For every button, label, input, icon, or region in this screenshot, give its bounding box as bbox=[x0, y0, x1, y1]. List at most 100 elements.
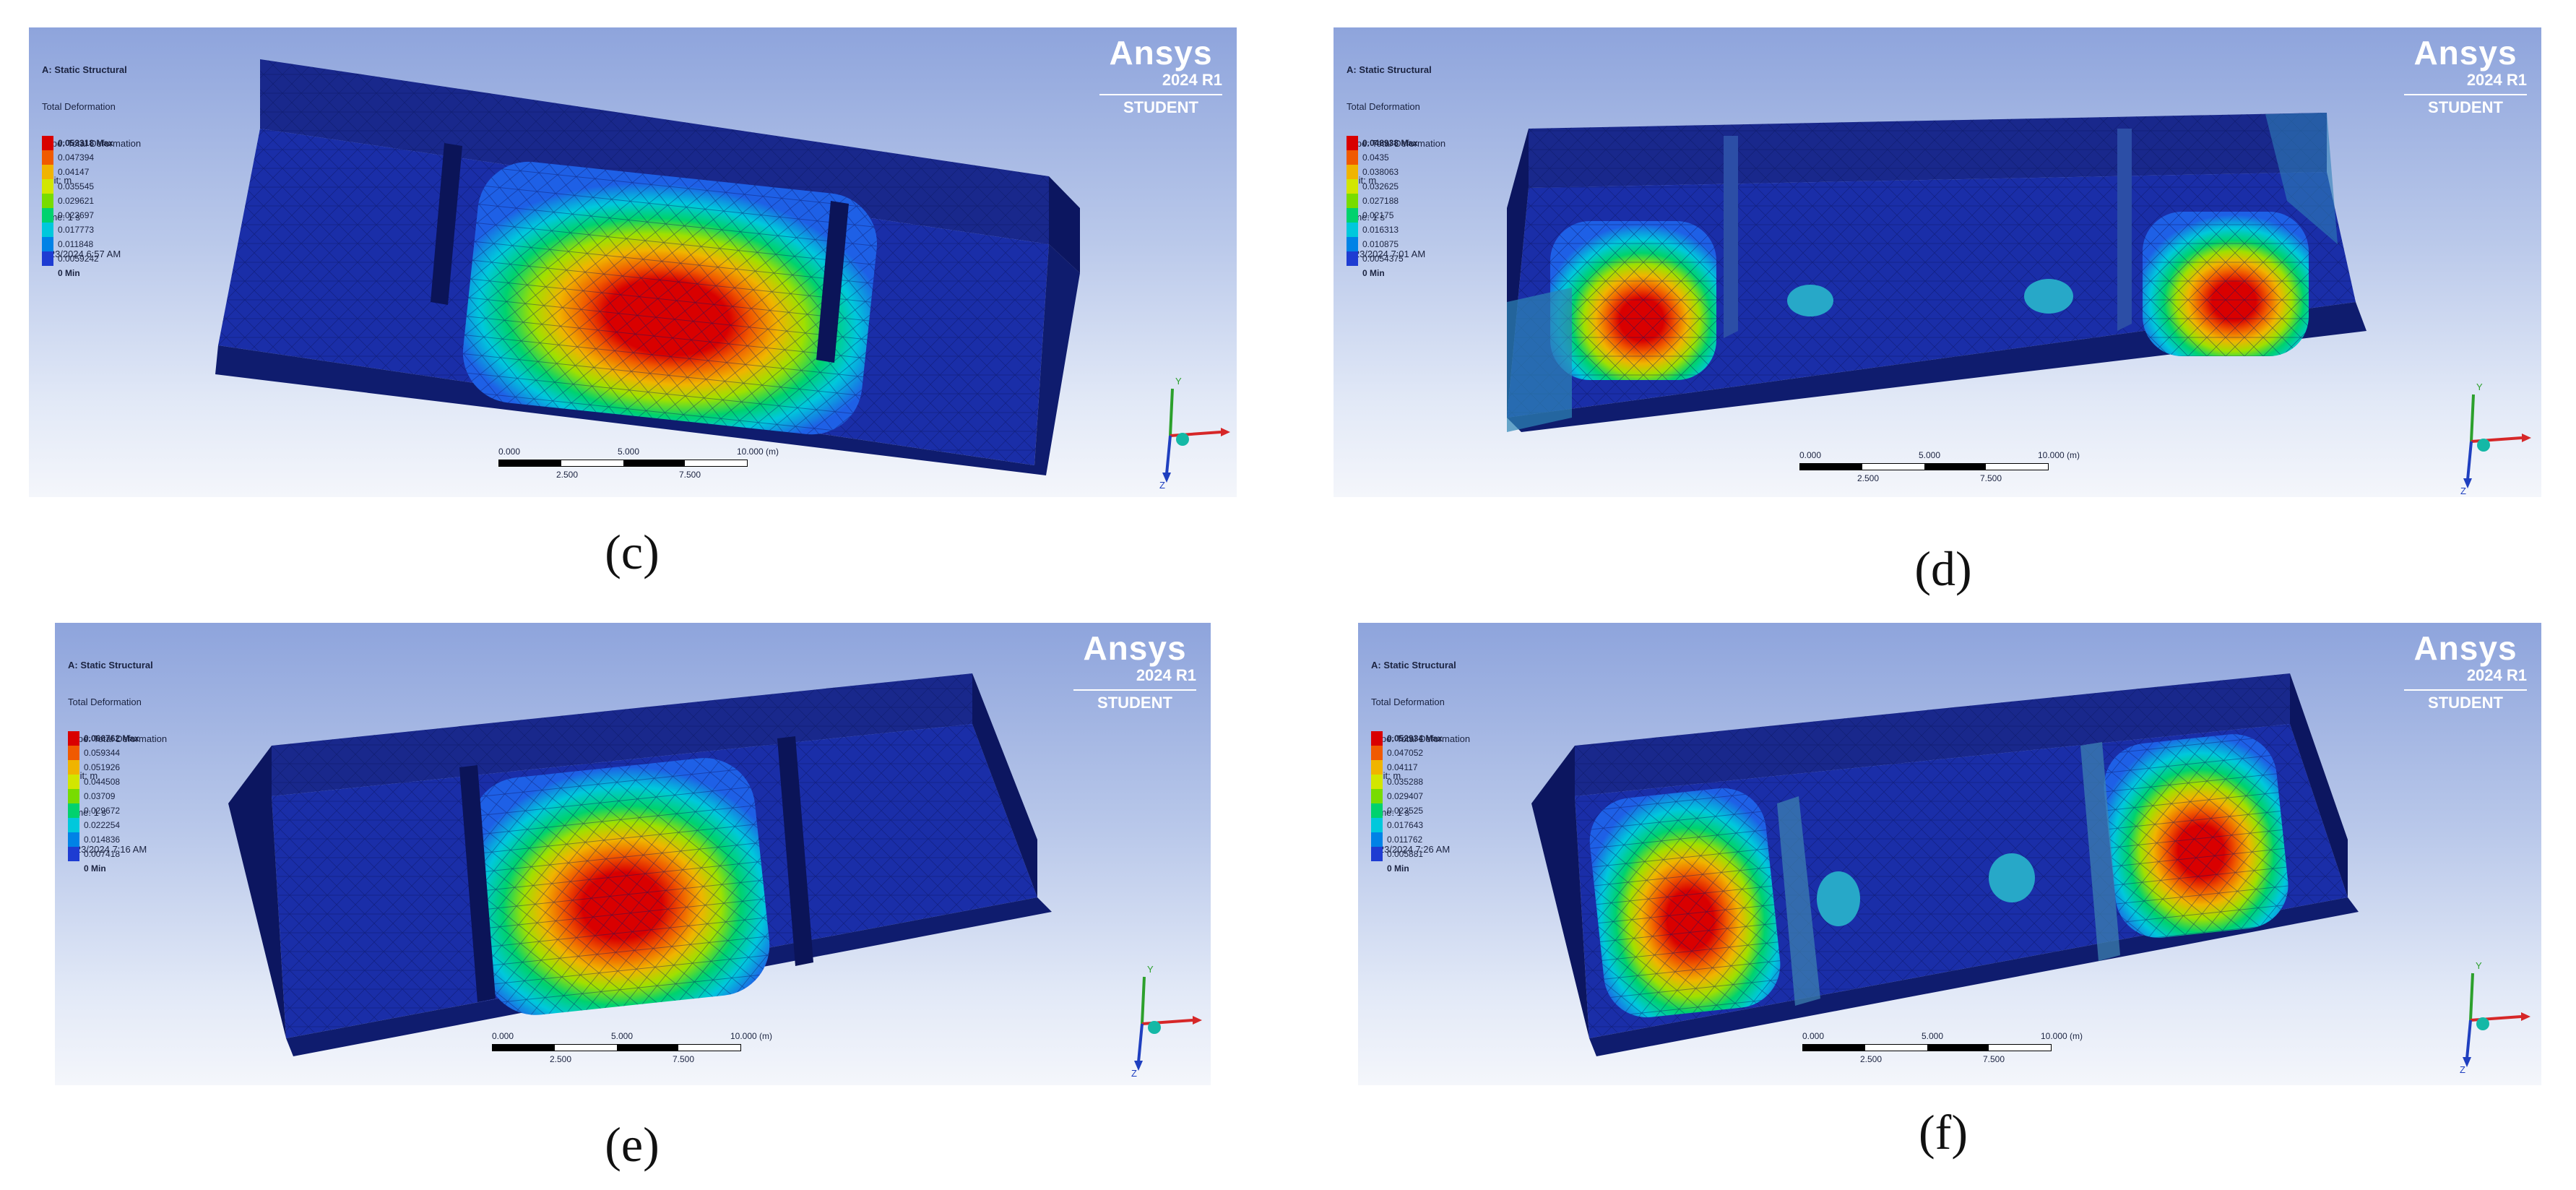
info-line: Total Deformation bbox=[1347, 101, 1420, 112]
legend-value: 0.04117 bbox=[1387, 762, 1418, 772]
mesh-model[interactable] bbox=[1334, 27, 2541, 497]
info-line: Total Deformation bbox=[1371, 697, 1445, 707]
color-legend[interactable]: 0.053318 Max 0.047394 0.04147 0.035545 0.029… bbox=[42, 136, 113, 280]
legend-value: 0 Min bbox=[1387, 863, 1409, 874]
legend-value: 0.016313 bbox=[1362, 225, 1399, 235]
scale-label: 2.500 bbox=[556, 470, 579, 480]
legend-value: 0.059344 bbox=[84, 748, 121, 758]
scale-label: 10.000 (m) bbox=[2038, 450, 2080, 460]
scale-bar: 0.000 5.000 10.000 (m) 2.500 7.500 bbox=[1802, 1031, 2083, 1067]
ansys-logo: Ansys 2024 R1 STUDENT bbox=[1073, 630, 1196, 712]
legend-value: 0 Min bbox=[84, 863, 106, 874]
legend-swatch bbox=[68, 775, 79, 789]
legend-row: 0.029621 bbox=[42, 194, 113, 208]
legend-value: 0.038063 bbox=[1362, 167, 1399, 177]
legend-swatch bbox=[1347, 179, 1358, 194]
legend-swatch bbox=[42, 165, 53, 179]
figure-caption: (e) bbox=[605, 1117, 660, 1172]
legend-value: 0.048938 Max bbox=[1362, 138, 1418, 148]
legend-row: 0.014836 bbox=[68, 832, 139, 847]
edition-text: STUDENT bbox=[1097, 694, 1172, 712]
scale-label: 7.500 bbox=[673, 1054, 695, 1064]
mesh-model[interactable] bbox=[1358, 623, 2541, 1085]
legend-value: 0.03709 bbox=[84, 791, 116, 801]
legend-row: 0.016313 bbox=[1347, 223, 1418, 237]
scale-ruler bbox=[1802, 1044, 2052, 1051]
legend-swatch bbox=[1347, 223, 1358, 237]
logo-text: Ansys bbox=[2413, 629, 2517, 667]
scale-label: 5.000 bbox=[1922, 1031, 1944, 1041]
legend-row: 0.04147 bbox=[42, 165, 113, 179]
legend-value: 0.017773 bbox=[58, 225, 95, 235]
logo-divider bbox=[1073, 689, 1196, 691]
legend-value: 0.017643 bbox=[1387, 820, 1424, 830]
legend-row: 0.017643 bbox=[1371, 818, 1443, 832]
axis-label-y: Y bbox=[1175, 376, 1182, 387]
result-viewport-f[interactable]: A: Static Structural Total Deformation T… bbox=[1358, 623, 2541, 1085]
logo-divider bbox=[1099, 94, 1222, 95]
axis-label-y: Y bbox=[2476, 960, 2482, 971]
legend-swatch bbox=[1371, 789, 1383, 803]
legend-swatch bbox=[1371, 818, 1383, 832]
legend-row: 0.035545 bbox=[42, 179, 113, 194]
legend-swatch bbox=[68, 760, 79, 775]
legend-row: 0.011848 bbox=[42, 237, 113, 251]
legend-swatch bbox=[1347, 136, 1358, 150]
logo-text: Ansys bbox=[1109, 34, 1213, 72]
scale-label: 7.500 bbox=[1983, 1054, 2005, 1064]
legend-swatch bbox=[1371, 863, 1383, 874]
mesh-model[interactable] bbox=[29, 27, 1237, 497]
color-legend[interactable]: 0.066762 Max 0.059344 0.051926 0.044508 0.03… bbox=[68, 731, 139, 876]
axis-triad-icon[interactable]: Y X Z bbox=[2438, 952, 2532, 1074]
scale-bar: 0.000 5.000 10.000 (m) 2.500 7.500 bbox=[498, 447, 779, 483]
mesh-model[interactable] bbox=[55, 623, 1211, 1085]
legend-row: 0.059344 bbox=[68, 746, 139, 760]
legend-value: 0.02175 bbox=[1362, 210, 1394, 220]
legend-row: 0.047052 bbox=[1371, 746, 1443, 760]
legend-swatch bbox=[68, 832, 79, 847]
legend-value: 0.027188 bbox=[1362, 196, 1399, 206]
legend-row: 0.044508 bbox=[68, 775, 139, 789]
result-viewport-c[interactable]: A: Static Structural Total Deformation T… bbox=[29, 27, 1237, 497]
ansys-logo: Ansys 2024 R1 STUDENT bbox=[2404, 35, 2527, 117]
axis-triad-icon[interactable]: Y X Z bbox=[1138, 367, 1232, 490]
legend-row: 0.005881 bbox=[1371, 847, 1443, 861]
legend-row: 0.02175 bbox=[1347, 208, 1418, 223]
legend-swatch bbox=[42, 150, 53, 165]
axis-triad-icon[interactable]: Y X Z bbox=[2439, 373, 2533, 496]
axis-triad-icon[interactable]: Y X Z bbox=[1110, 955, 1203, 1078]
legend-row: 0.053318 Max bbox=[42, 136, 113, 150]
legend-swatch bbox=[68, 818, 79, 832]
logo-divider bbox=[2404, 689, 2527, 691]
axis-label-z: Z bbox=[1131, 1068, 1137, 1078]
legend-row: 0 Min bbox=[1347, 266, 1418, 280]
legend-value: 0.032625 bbox=[1362, 181, 1399, 191]
legend-swatch bbox=[1371, 775, 1383, 789]
result-viewport-d[interactable]: A: Static Structural Total Deformation T… bbox=[1334, 27, 2541, 497]
scale-label: 7.500 bbox=[679, 470, 701, 480]
legend-value: 0.029672 bbox=[84, 806, 121, 816]
legend-swatch bbox=[42, 237, 53, 251]
scale-label: 5.000 bbox=[618, 447, 640, 457]
info-line: Total Deformation bbox=[42, 101, 116, 112]
scale-label: 10.000 (m) bbox=[730, 1031, 773, 1041]
color-legend[interactable]: 0.052934 Max 0.047052 0.04117 0.035288 0.029… bbox=[1371, 731, 1443, 876]
scale-label: 10.000 (m) bbox=[2041, 1031, 2083, 1041]
legend-value: 0 Min bbox=[58, 268, 80, 278]
info-line: A: Static Structural bbox=[42, 64, 127, 75]
color-legend[interactable]: 0.048938 Max 0.0435 0.038063 0.032625 0.0271… bbox=[1347, 136, 1418, 280]
logo-text: Ansys bbox=[2413, 34, 2517, 72]
logo-divider bbox=[2404, 94, 2527, 95]
scale-label: 0.000 bbox=[492, 1031, 514, 1041]
legend-swatch bbox=[42, 251, 53, 266]
legend-swatch bbox=[68, 847, 79, 861]
legend-value: 0.0435 bbox=[1362, 152, 1389, 163]
legend-swatch bbox=[68, 803, 79, 818]
legend-value: 0.04147 bbox=[58, 167, 90, 177]
legend-row: 0.052934 Max bbox=[1371, 731, 1443, 746]
ansys-logo: Ansys 2024 R1 STUDENT bbox=[1099, 35, 1222, 117]
legend-row: 0.029672 bbox=[68, 803, 139, 818]
legend-swatch bbox=[1371, 731, 1383, 746]
result-viewport-e[interactable]: A: Static Structural Total Deformation T… bbox=[55, 623, 1211, 1085]
legend-value: 0 Min bbox=[1362, 268, 1385, 278]
